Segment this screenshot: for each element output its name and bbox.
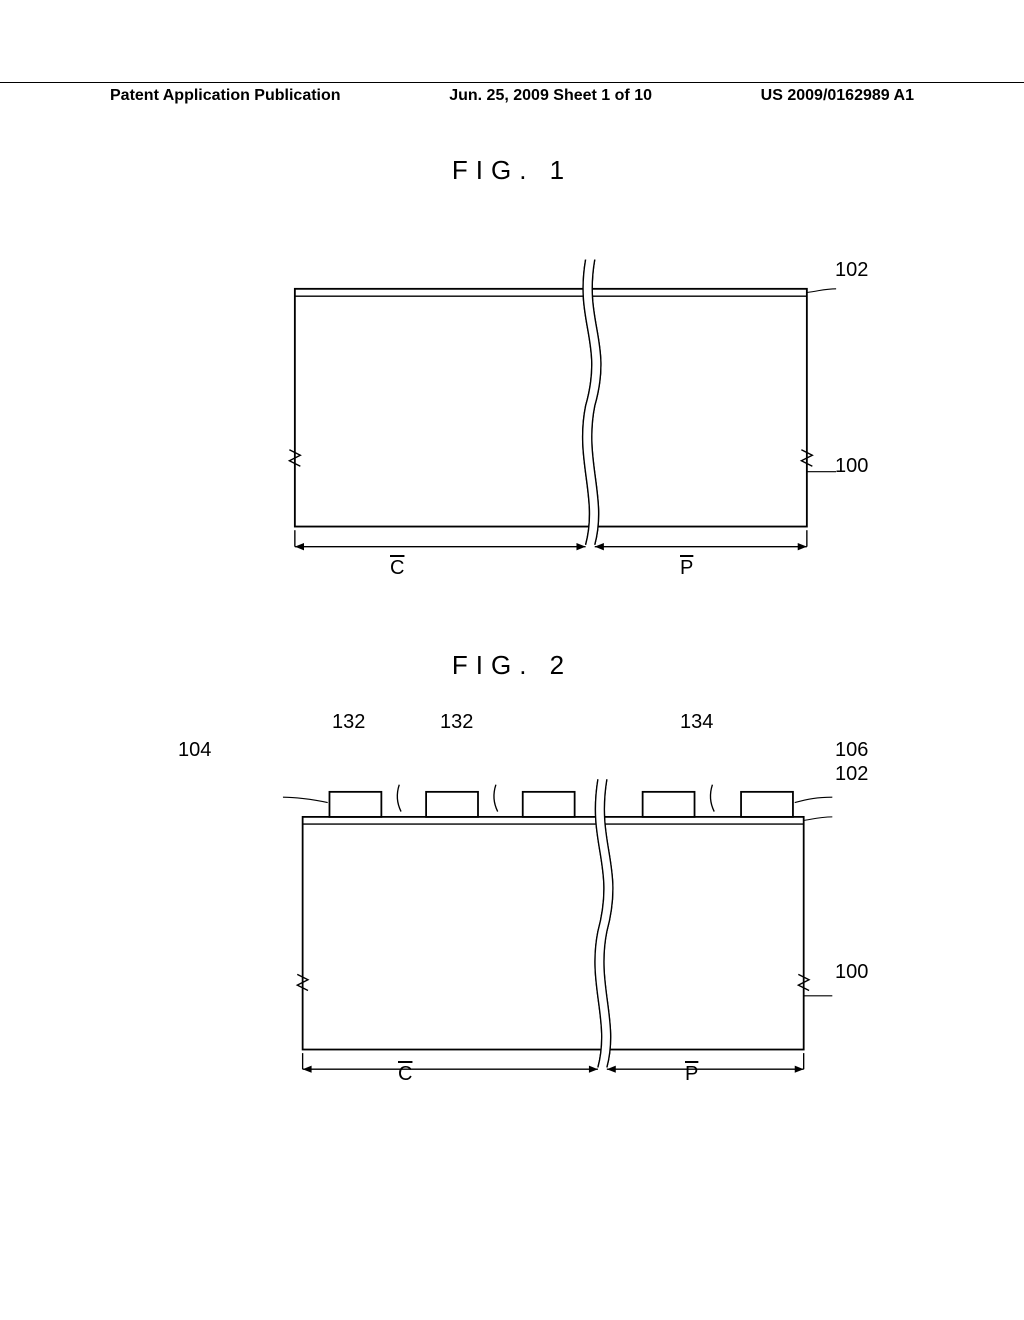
- fig1-ref-100: 100: [835, 455, 868, 478]
- fig2-leader-102: [804, 817, 833, 821]
- fig1-jag-left: [289, 450, 300, 466]
- fig2-leader-106: [795, 797, 833, 802]
- fig2-hook-134: [710, 785, 714, 812]
- fig2-dim-label-c: C: [398, 1063, 412, 1086]
- fig1-leader-102: [807, 289, 836, 293]
- fig1-diagram: 102 100 C P: [240, 245, 800, 585]
- fig2-hook-132b: [494, 785, 498, 812]
- fig2-title: FIG. 2: [0, 650, 1024, 681]
- fig2-ref-102: 102: [835, 763, 868, 786]
- fig2-dimension: [303, 1053, 804, 1073]
- fig2-hook-132a: [397, 785, 401, 812]
- fig1-dim-label-c: C: [390, 557, 404, 580]
- fig2-svg: [240, 745, 920, 1125]
- fig1-dimension: [295, 530, 807, 550]
- fig2-label-132b: 132: [440, 711, 473, 734]
- fig2-leader-104: [283, 797, 328, 802]
- fig2-ref-100: 100: [835, 961, 868, 984]
- fig2-substrate-box: [303, 817, 804, 1050]
- header-left: Patent Application Publication: [110, 87, 341, 105]
- fig2-ref-106: 106: [835, 739, 868, 762]
- fig1-title: FIG. 1: [0, 155, 1024, 186]
- fig1-ref-102: 102: [835, 259, 868, 282]
- header-right: US 2009/0162989 A1: [761, 87, 914, 105]
- fig2-label-134: 134: [680, 711, 713, 734]
- fig2-diagram: 132 132 134 104 106 102 100 C P: [240, 745, 800, 1125]
- page-header: Patent Application Publication Jun. 25, …: [0, 82, 1024, 105]
- fig1-dim-label-p: P: [680, 557, 693, 580]
- fig2-ref-104: 104: [178, 739, 211, 762]
- fig1-jag-right: [801, 450, 812, 466]
- fig2-label-132a: 132: [332, 711, 365, 734]
- header-center: Jun. 25, 2009 Sheet 1 of 10: [449, 87, 652, 105]
- fig1-substrate-box: [295, 289, 807, 527]
- fig1-svg: [240, 245, 880, 585]
- fig2-dim-label-p: P: [685, 1063, 698, 1086]
